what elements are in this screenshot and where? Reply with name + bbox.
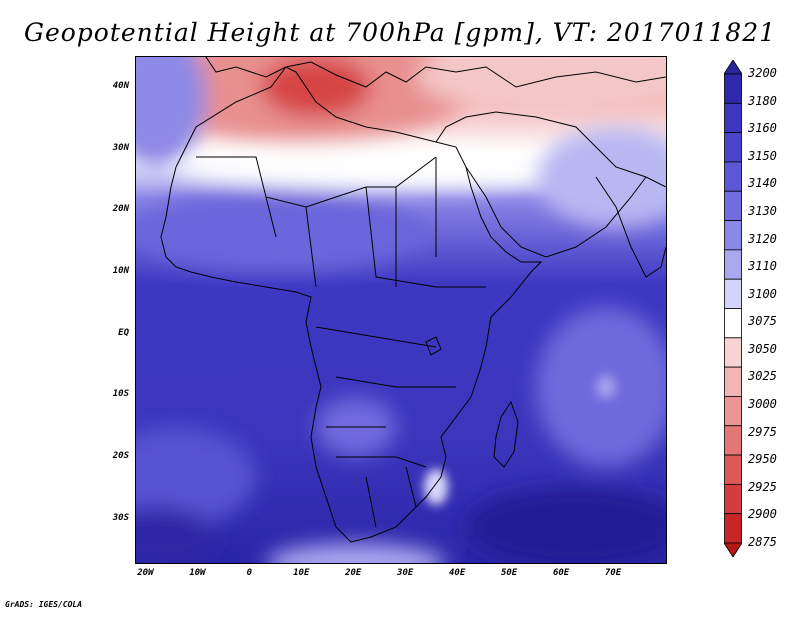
- lat-label-30s: 30S: [112, 512, 129, 523]
- india-coastline: [595, 176, 666, 278]
- lon-label-10w: 10W: [189, 568, 206, 578]
- lon-label-0: 0: [246, 568, 253, 578]
- lat-label-10s: 10S: [112, 389, 129, 400]
- lat-label-10n: 10N: [112, 265, 129, 276]
- arabia-light-band: [536, 127, 666, 227]
- lat-label-eq: EQ: [118, 327, 129, 338]
- colorbar-label-3130: 3130: [748, 203, 777, 218]
- africa-map: [136, 57, 666, 563]
- colorbar-segment-3: [724, 132, 742, 163]
- colorbar-label-3160: 3160: [748, 121, 777, 136]
- lat-label-40n: 40N: [112, 80, 129, 91]
- colorbar-label-3150: 3150: [748, 148, 777, 163]
- colorbar-label-3140: 3140: [748, 176, 777, 191]
- colorbar: [724, 60, 742, 557]
- south-edge-light: [266, 543, 446, 563]
- colorbar-label-2975: 2975: [748, 424, 777, 439]
- colorbar-label-2950: 2950: [748, 452, 777, 467]
- southwest-dark: [136, 507, 216, 563]
- colorbar-segment-14: [724, 454, 742, 485]
- madagascar-coastline: [493, 400, 519, 468]
- colorbar-segment-10: [724, 337, 742, 368]
- map-title: Geopotential Height at 700hPa [gpm], VT:…: [23, 18, 777, 47]
- arabia-coastline: [435, 111, 666, 258]
- colorbar-label-3025: 3025: [748, 369, 777, 384]
- mozambique-light-spot: [424, 469, 448, 505]
- subtropical-white-band: [176, 145, 636, 189]
- south-ocean-dark: [466, 487, 666, 563]
- colorbar-top-arrow: [724, 60, 742, 75]
- colorbar-label-2925: 2925: [748, 479, 777, 494]
- colorbar-segment-2: [724, 102, 742, 134]
- colorbar-segment-11: [724, 366, 742, 397]
- colorbar-bottom-arrow: [724, 542, 742, 557]
- lake-victoria: [425, 336, 442, 356]
- colorbar-label-3075: 3075: [748, 314, 777, 329]
- colorbar-segment-12: [724, 396, 742, 427]
- lat-label-20s: 20S: [112, 451, 129, 462]
- colorbar-segment-9: [724, 308, 742, 339]
- grads-credit: GrADS: IGES/COLA: [5, 600, 83, 609]
- map-plot-area: [135, 56, 667, 564]
- lon-label-50e: 50E: [500, 568, 518, 578]
- colorbar-label-2900: 2900: [748, 507, 777, 522]
- lat-label-30n: 30N: [112, 142, 129, 153]
- africa-coastline: [160, 66, 543, 543]
- lon-label-20e: 20E: [345, 568, 362, 578]
- colorbar-segment-13: [724, 425, 742, 456]
- colorbar-label-2875: 2875: [748, 535, 777, 549]
- colorbar-label-3100: 3100: [748, 286, 777, 301]
- colorbar-segment-4: [724, 161, 742, 192]
- high-core-dark-red: [261, 57, 371, 117]
- colorbar-label-3050: 3050: [748, 341, 777, 356]
- north-pink-band: [416, 57, 666, 112]
- colorbar-segment-1: [724, 73, 742, 104]
- lon-label-70e: 70E: [604, 568, 622, 578]
- lon-label-30e: 30E: [397, 568, 414, 578]
- country-borders: [196, 156, 486, 528]
- colorbar-segment-5: [724, 190, 742, 221]
- colorbar-label-3120: 3120: [748, 231, 777, 246]
- sahara-medium-blue: [136, 192, 426, 272]
- colorbar-segment-16: [724, 513, 742, 544]
- colorbar-label-3110: 3110: [748, 259, 777, 274]
- colorbar-label-3180: 3180: [748, 93, 777, 108]
- lon-label-20w: 20W: [137, 568, 154, 578]
- madagascar-east-spot: [596, 375, 616, 399]
- colorbar-segment-8: [724, 278, 742, 309]
- colorbar-segment-15: [724, 483, 742, 515]
- lon-label-60e: 60E: [552, 568, 570, 578]
- southwest-ocean-light: [136, 427, 256, 527]
- colorbar-segment-6: [724, 220, 742, 251]
- colorbar-label-3200: 3200: [748, 66, 777, 80]
- colorbar-label-3000: 3000: [748, 397, 777, 412]
- north-atlantic-light: [136, 57, 206, 167]
- lon-label-10e: 10E: [293, 568, 310, 578]
- lon-label-40e: 40E: [449, 568, 466, 578]
- colorbar-segment-7: [724, 249, 742, 280]
- coastlines: [160, 57, 666, 543]
- europe-coastline: [205, 57, 666, 88]
- lat-label-20n: 20N: [112, 204, 129, 215]
